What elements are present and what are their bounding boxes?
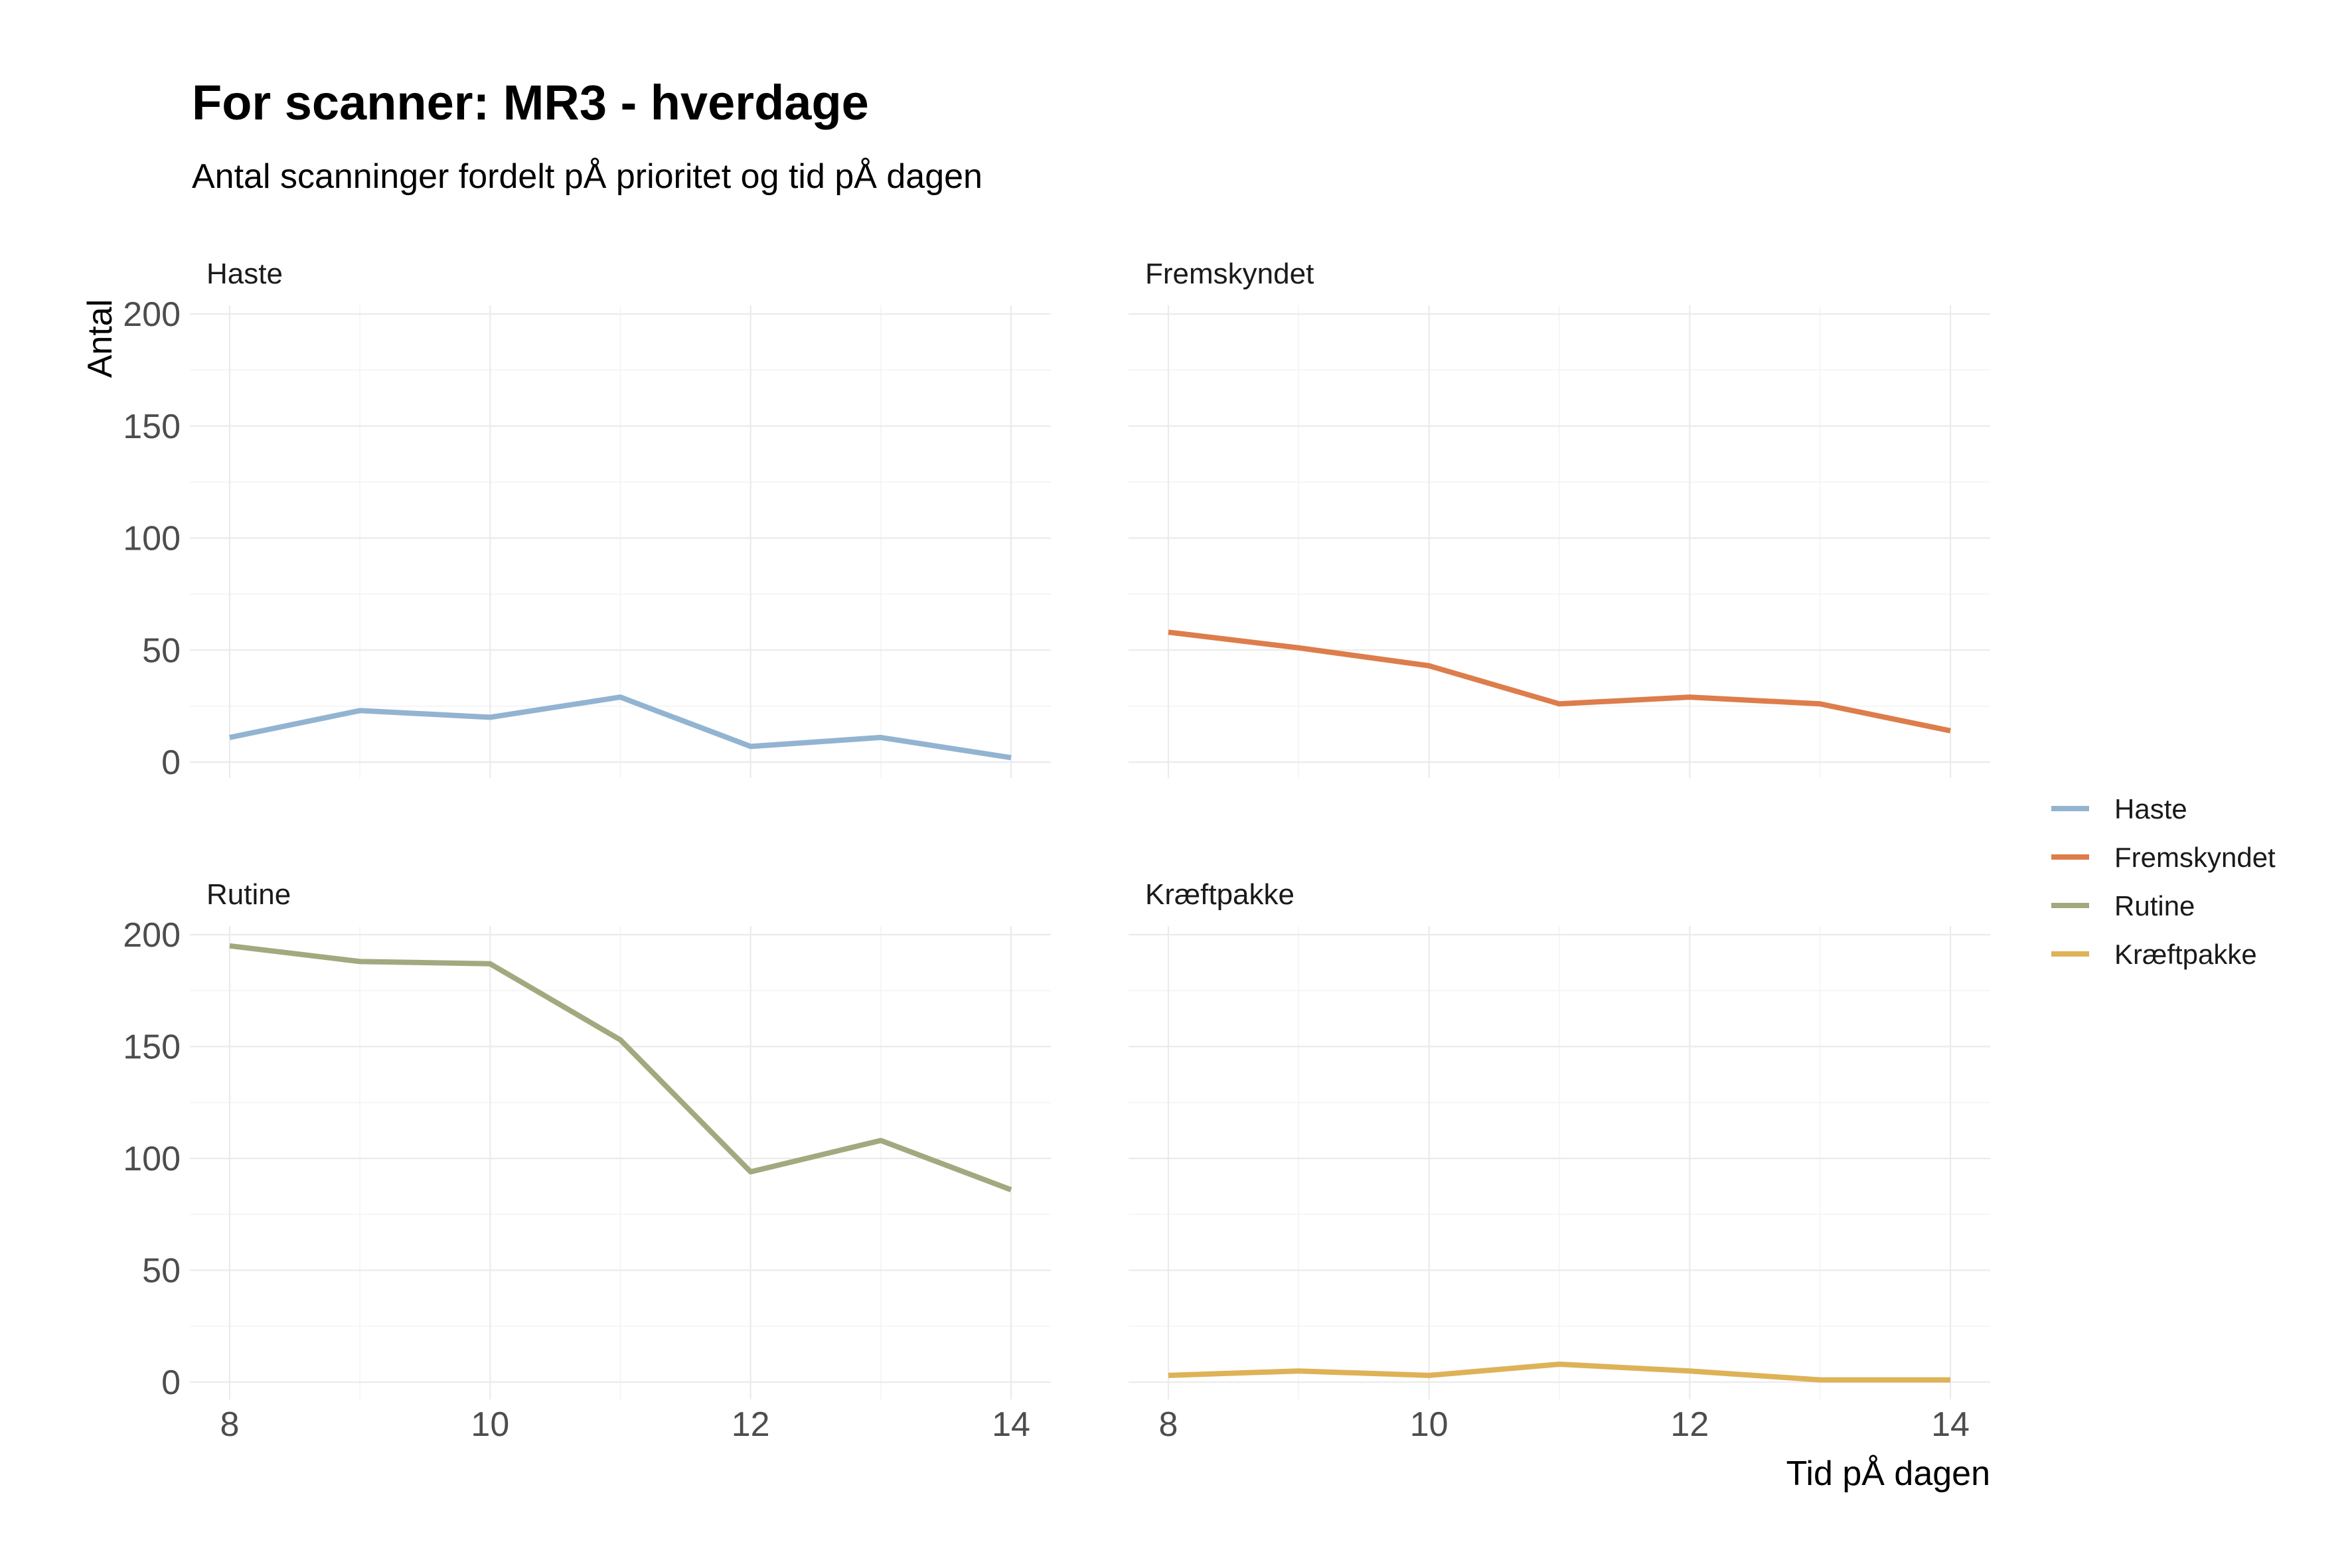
facet-label: Haste bbox=[206, 258, 283, 290]
y-tick-label: 200 bbox=[123, 295, 181, 334]
y-tick-label: 0 bbox=[161, 744, 181, 782]
legend: Haste Fremskyndet Rutine Kræftpakke bbox=[2051, 793, 2276, 970]
series-line-kræftpakke bbox=[1168, 1362, 1950, 1383]
facet-label: Kræftpakke bbox=[1145, 878, 1294, 911]
panel-haste: 0 50 100 150 200 Haste bbox=[123, 258, 1051, 782]
legend-label: Haste bbox=[2114, 793, 2187, 824]
facet-label: Fremskyndet bbox=[1145, 258, 1314, 290]
x-tick-label: 10 bbox=[471, 1405, 509, 1444]
x-tick-label: 12 bbox=[732, 1405, 770, 1444]
facet-label: Rutine bbox=[206, 878, 291, 911]
series-line-haste bbox=[229, 694, 1012, 761]
x-tick-label: 8 bbox=[1159, 1405, 1178, 1444]
y-axis-title: Antal bbox=[81, 299, 119, 378]
y-tick-label: 100 bbox=[123, 1140, 181, 1178]
x-tick-label: 10 bbox=[1410, 1405, 1449, 1444]
y-tick-label: 150 bbox=[123, 1028, 181, 1067]
y-tick-label: 50 bbox=[142, 631, 181, 670]
y-tick-label: 0 bbox=[161, 1364, 181, 1402]
series-line-fremskyndet bbox=[1168, 629, 1951, 734]
panel-fremskyndet: Fremskyndet bbox=[1129, 258, 1990, 778]
legend-label: Rutine bbox=[2114, 890, 2195, 921]
y-tick-label: 50 bbox=[142, 1252, 181, 1291]
x-tick-label: 14 bbox=[992, 1405, 1030, 1444]
panel-rutine: 0 50 100 150 200 8 10 12 14 Rutine bbox=[123, 878, 1051, 1444]
legend-label: Fremskyndet bbox=[2114, 842, 2276, 873]
x-axis-title: Tid pÅ dagen bbox=[1786, 1454, 1990, 1493]
x-tick-label: 12 bbox=[1670, 1405, 1709, 1444]
x-tick-label: 14 bbox=[1931, 1405, 1970, 1444]
chart-subtitle: Antal scanninger fordelt pÅ prioritet og… bbox=[192, 157, 982, 196]
series-line-rutine bbox=[229, 943, 1012, 1192]
y-tick-label: 150 bbox=[123, 408, 181, 446]
chart-title: For scanner: MR3 - hverdage bbox=[192, 75, 869, 130]
legend-label: Kræftpakke bbox=[2114, 939, 2257, 970]
y-tick-label: 200 bbox=[123, 916, 181, 955]
panel-kræftpakke: 8 10 12 14 Kræftpakke bbox=[1129, 878, 1990, 1444]
x-tick-label: 8 bbox=[220, 1405, 240, 1444]
facet-panels: 0 50 100 150 200 Haste Fremskyndet 0 50 100 150 200… bbox=[123, 258, 1990, 1444]
y-tick-label: 100 bbox=[123, 520, 181, 558]
